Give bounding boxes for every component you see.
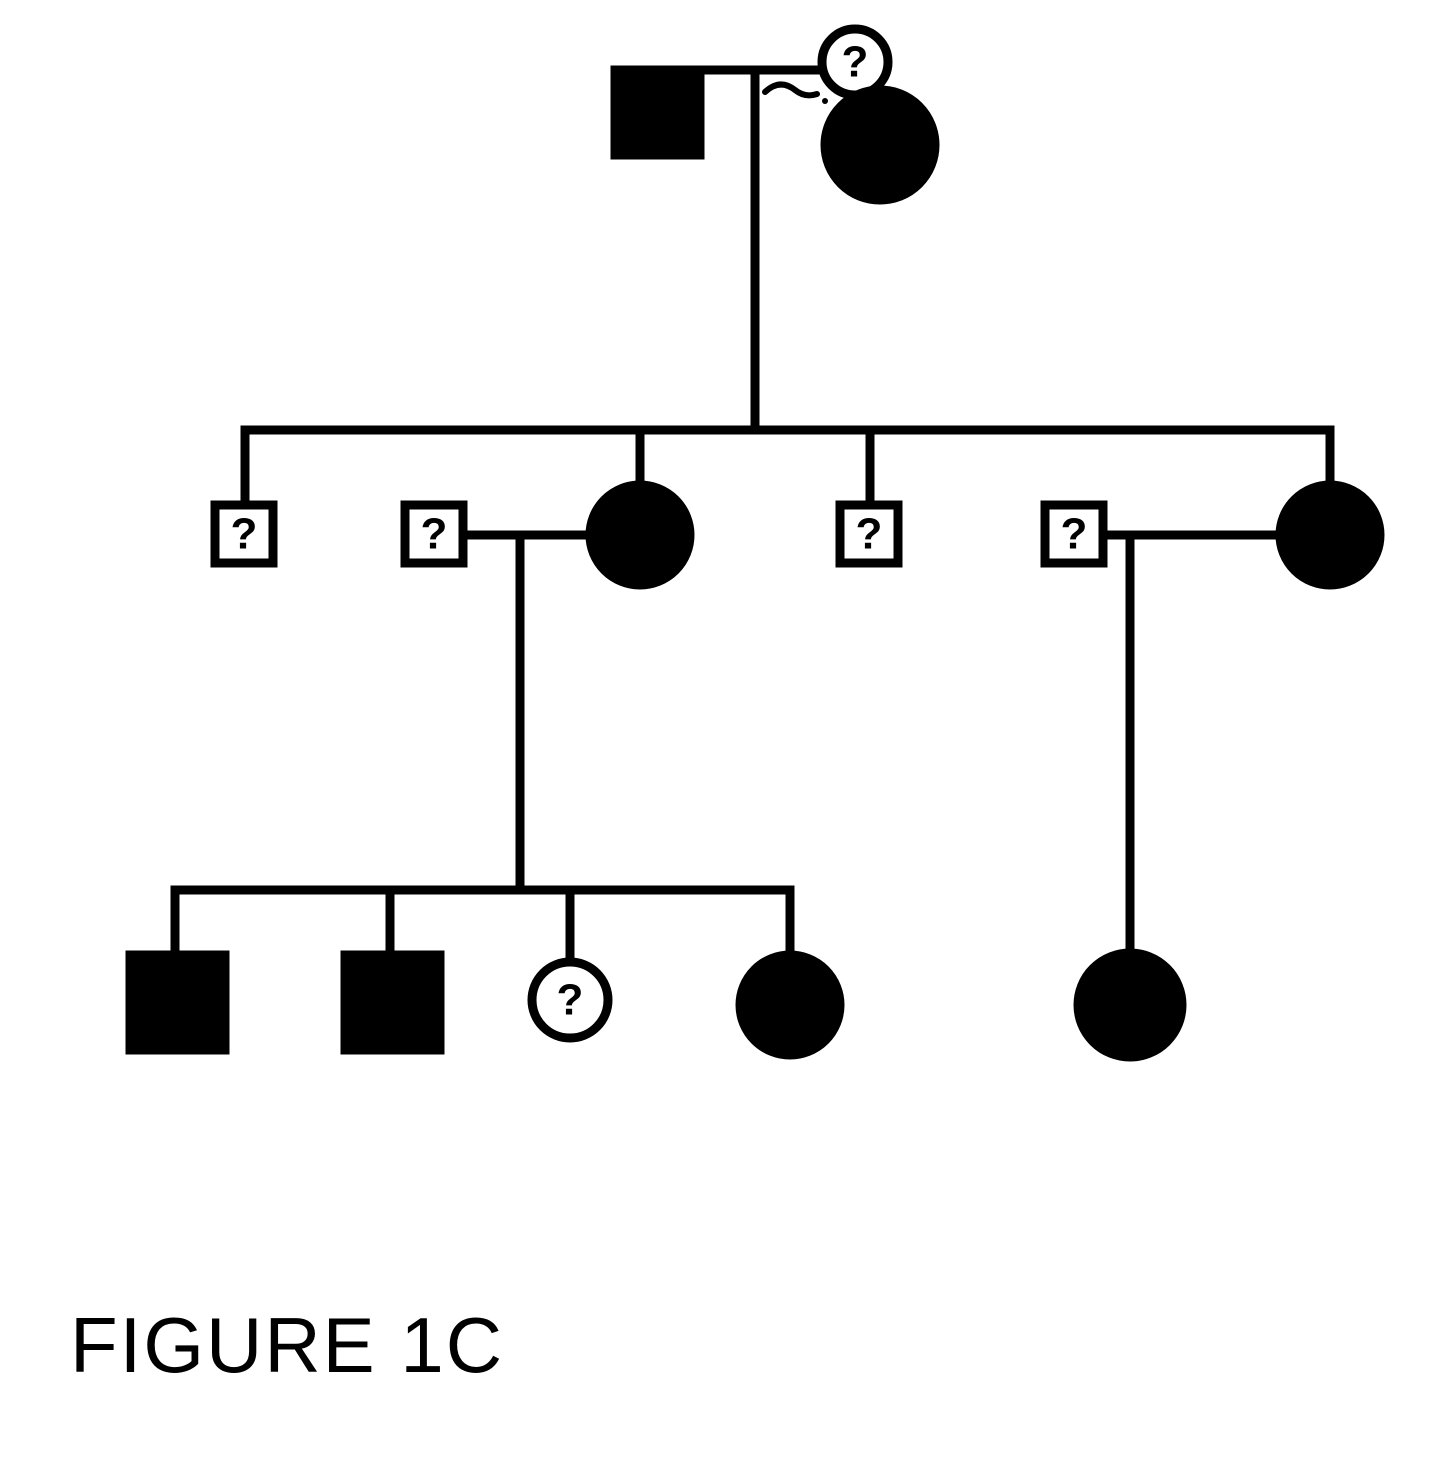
node-g3_a1 (130, 955, 225, 1050)
scribble-dot (822, 98, 828, 104)
question-mark: ? (842, 38, 869, 87)
node-g3_b1 (1078, 953, 1182, 1057)
scribble-mark (765, 84, 817, 95)
figure-1c-pedigree: ?????? FIGURE 1C (0, 0, 1431, 1461)
affected-male-symbol (615, 70, 700, 155)
node-g1_father (615, 70, 700, 155)
affected-male-symbol (130, 955, 225, 1050)
node-g1_mother_large (825, 90, 935, 200)
affected-female-symbol (1078, 953, 1182, 1057)
question-mark: ? (856, 510, 883, 559)
affected-female-symbol (590, 485, 690, 585)
affected-male-symbol (345, 955, 440, 1050)
pedigree-svg: ?????? (0, 0, 1431, 1461)
node-g3_a2 (345, 955, 440, 1050)
node-g2_c1: ? (215, 505, 273, 563)
connector-lines (175, 70, 1330, 965)
node-g2_c2 (590, 485, 690, 585)
node-g2_spouse4: ? (1045, 505, 1103, 563)
node-g3_a3: ? (532, 962, 608, 1038)
affected-female-symbol (740, 955, 840, 1055)
question-mark: ? (421, 510, 448, 559)
question-mark: ? (1061, 510, 1088, 559)
node-g3_a4 (740, 955, 840, 1055)
node-g2_c4 (1280, 485, 1380, 585)
node-g2_spouse2: ? (405, 505, 463, 563)
node-g2_c3: ? (840, 505, 898, 563)
question-mark: ? (231, 510, 258, 559)
question-mark: ? (557, 976, 584, 1025)
affected-female-symbol (1280, 485, 1380, 585)
node-g1_mother_small: ? (822, 29, 888, 95)
affected-female-symbol (825, 90, 935, 200)
figure-caption: FIGURE 1C (70, 1300, 504, 1391)
